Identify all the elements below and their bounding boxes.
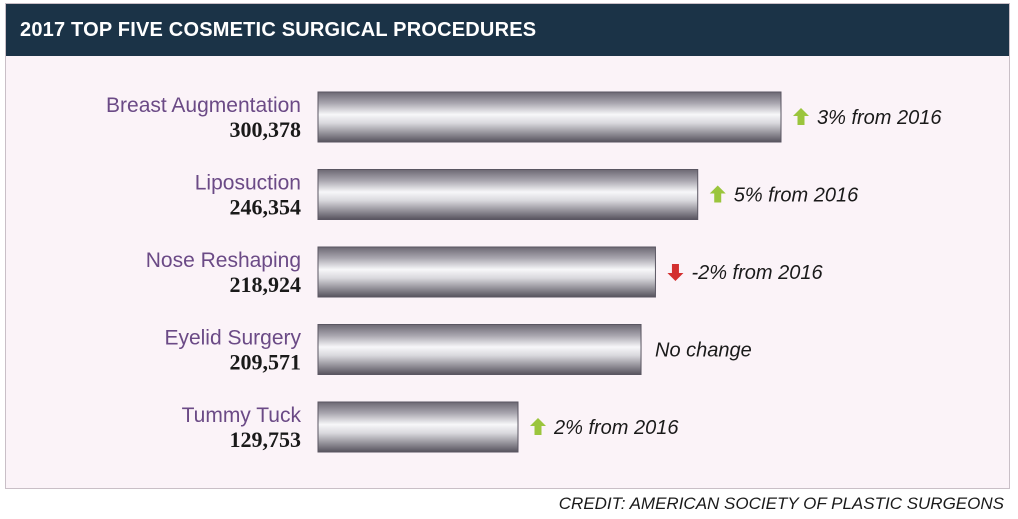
change-annotation: 5% from 2016 <box>734 185 859 207</box>
category-label: Liposuction <box>195 172 301 195</box>
change-annotation: No change <box>655 340 752 362</box>
bar <box>317 246 656 298</box>
arrow-up-icon <box>793 108 809 125</box>
arrow-down-icon <box>667 264 684 281</box>
chart-title: 2017 TOP FIVE COSMETIC SURGICAL PROCEDUR… <box>20 19 537 41</box>
category-label: Breast Augmentation <box>106 94 301 117</box>
bar <box>317 324 642 375</box>
value-label: 218,924 <box>230 272 302 297</box>
credit-line: CREDIT: AMERICAN SOCIETY OF PLASTIC SURG… <box>558 494 1004 513</box>
value-label: 300,378 <box>230 117 302 142</box>
bar <box>317 91 782 143</box>
arrow-up-icon <box>709 185 726 203</box>
bar <box>317 401 519 453</box>
category-label: Nose Reshaping <box>146 249 301 272</box>
value-label: 246,354 <box>230 195 302 220</box>
chart-header: 2017 TOP FIVE COSMETIC SURGICAL PROCEDUR… <box>6 4 1009 56</box>
change-annotation: -2% from 2016 <box>691 262 823 284</box>
arrow-up-icon <box>530 418 547 435</box>
value-label: 129,753 <box>230 427 302 452</box>
bar <box>317 169 699 220</box>
value-label: 209,571 <box>230 350 302 375</box>
change-annotation: 2% from 2016 <box>553 417 679 439</box>
change-annotation: 3% from 2016 <box>817 107 942 129</box>
category-label: Tummy Tuck <box>182 404 302 427</box>
category-label: Eyelid Surgery <box>164 327 301 350</box>
